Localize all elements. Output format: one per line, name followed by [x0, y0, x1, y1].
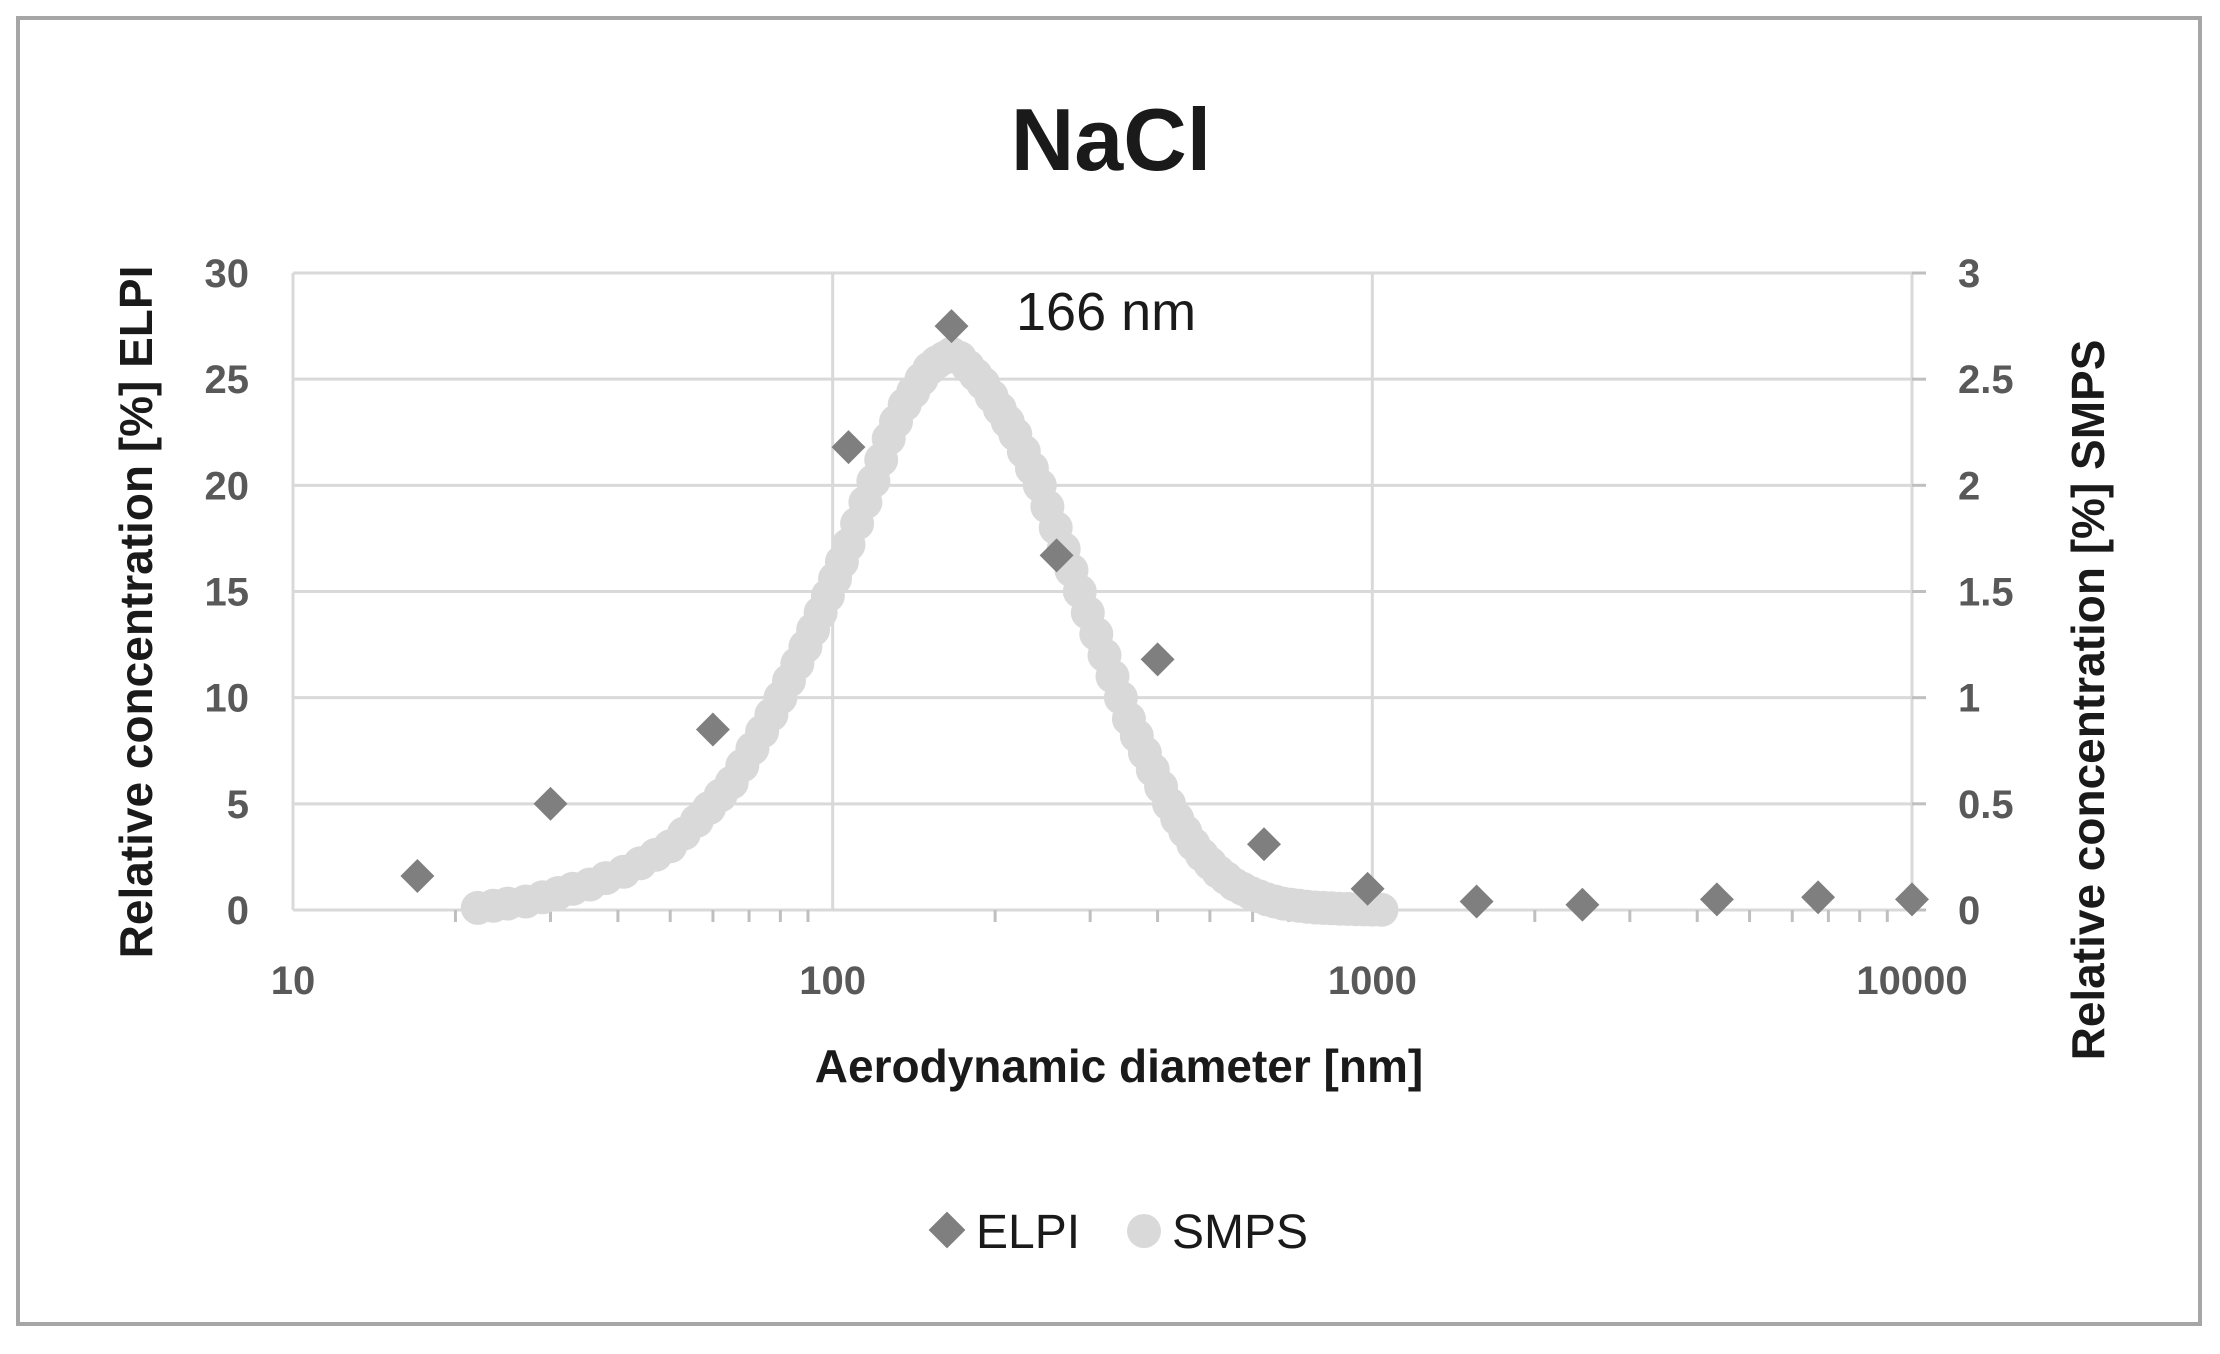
y-tick-label-left: 30 — [205, 252, 250, 296]
elpi-point — [934, 309, 969, 344]
x-tick-label: 10 — [271, 959, 316, 1003]
y-tick-label-left: 0 — [227, 889, 249, 933]
x-tick-label: 1000 — [1328, 959, 1417, 1003]
chart-title: NaCl — [1011, 90, 1212, 189]
elpi-point — [1699, 882, 1734, 917]
elpi-point — [1247, 827, 1281, 862]
y-tick-label-left: 15 — [205, 571, 250, 615]
y-axis-left-label: Relative concentration [%] ELPI — [110, 266, 162, 959]
smps-point — [1364, 892, 1399, 927]
y-tick-label-left: 25 — [205, 358, 250, 402]
x-axis-label: Aerodynamic diameter [nm] — [815, 1040, 1423, 1092]
y-tick-label-left: 20 — [205, 464, 250, 508]
legend-label-smps: SMPS — [1172, 1206, 1308, 1259]
peak-annotation: 166 nm — [1016, 282, 1196, 342]
elpi-point — [1140, 642, 1175, 677]
elpi-point — [1801, 880, 1836, 915]
gridlines — [291, 271, 1914, 922]
legend-marker-smps — [1127, 1214, 1161, 1248]
y-tick-label-right: 2 — [1958, 464, 1980, 508]
series-elpi — [400, 309, 1929, 922]
elpi-point — [1350, 871, 1385, 906]
y-tick-label-right: 1 — [1958, 677, 1980, 721]
y-tick-label-left: 5 — [227, 783, 249, 827]
series-smps — [460, 336, 1399, 927]
x-tick-label: 10000 — [1856, 959, 1967, 1003]
y-tick-label-right: 0.5 — [1958, 783, 2014, 827]
elpi-point — [1895, 882, 1929, 917]
elpi-point — [400, 859, 435, 893]
elpi-point — [1039, 538, 1074, 573]
legend-marker-elpi — [928, 1211, 966, 1249]
legend: ELPI SMPS — [928, 1206, 1308, 1259]
x-axis-ticks: 10 100 1000 10000 — [271, 959, 1968, 1003]
y-tick-label-right: 3 — [1958, 252, 1980, 296]
elpi-point — [1565, 887, 1600, 922]
elpi-point — [831, 430, 866, 465]
y-tick-label-left: 10 — [205, 677, 250, 721]
y-tick-label-right: 2.5 — [1958, 358, 2014, 402]
y-tick-label-right: 0 — [1958, 889, 1980, 933]
elpi-point — [533, 786, 568, 821]
y-axis-right-label: Relative concentration [%] SMPS — [2062, 340, 2114, 1061]
elpi-point — [695, 712, 730, 747]
y-tick-label-right: 1.5 — [1958, 571, 2014, 615]
y-axis-right-ticks: 0 0.5 1 1.5 2 2.5 3 — [1912, 252, 2014, 933]
legend-label-elpi: ELPI — [976, 1206, 1080, 1259]
x-tick-label: 100 — [799, 959, 866, 1003]
elpi-point — [1459, 884, 1494, 919]
y-axis-left-ticks: 0 5 10 15 20 25 30 — [205, 252, 250, 933]
